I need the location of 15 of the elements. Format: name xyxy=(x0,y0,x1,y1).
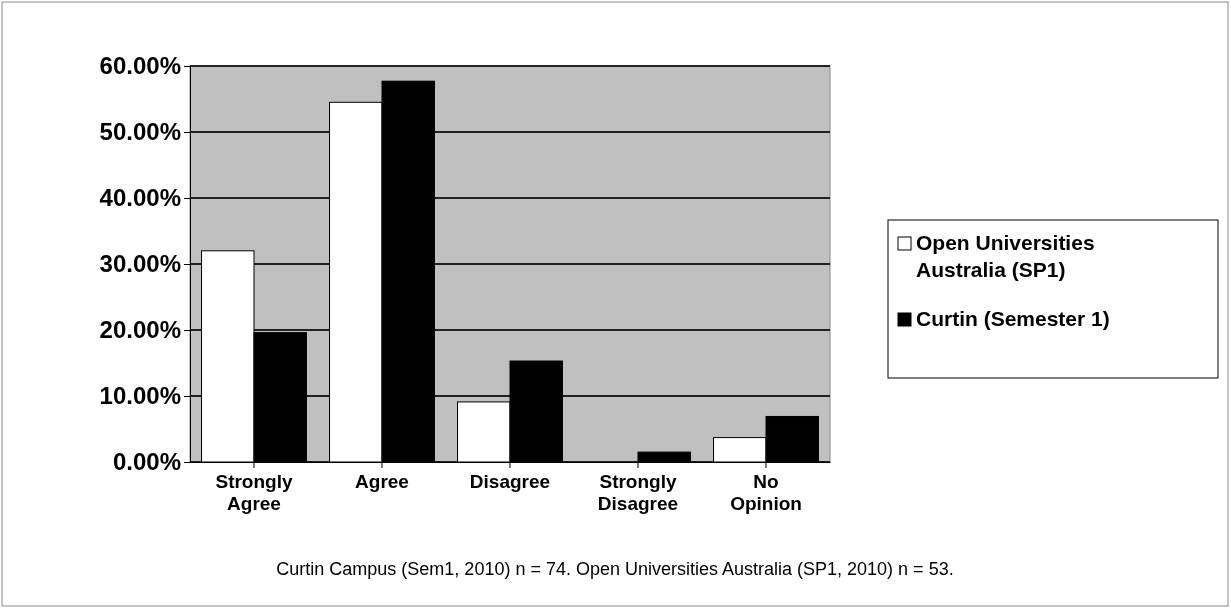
y-tick-label: 10.00% xyxy=(99,382,181,410)
y-tick-label: 0.00% xyxy=(112,448,181,476)
y-tick-label: 40.00% xyxy=(99,184,181,212)
x-tick-label: Disagree xyxy=(469,471,551,493)
x-tick-label: Strongly Agree xyxy=(215,471,293,514)
x-tick-label: No Opinion xyxy=(730,471,802,514)
x-tick-label: Strongly Disagree xyxy=(597,471,679,514)
x-tick-label: Agree xyxy=(355,471,409,493)
y-tick-label: 50.00% xyxy=(99,118,181,146)
y-tick-label: 60.00% xyxy=(99,52,181,80)
y-tick-label: 20.00% xyxy=(99,316,181,344)
text: Curtin Campus (Sem1, 2010) n = 74. Open Universities Australia (SP1, 2010) n = 53. xyxy=(276,559,954,579)
legend-label: Curtin (Semester 1) xyxy=(916,307,1110,330)
legend-label: Open Universities Australia (SP1) xyxy=(916,231,1095,282)
y-tick-label: 30.00% xyxy=(99,250,181,278)
